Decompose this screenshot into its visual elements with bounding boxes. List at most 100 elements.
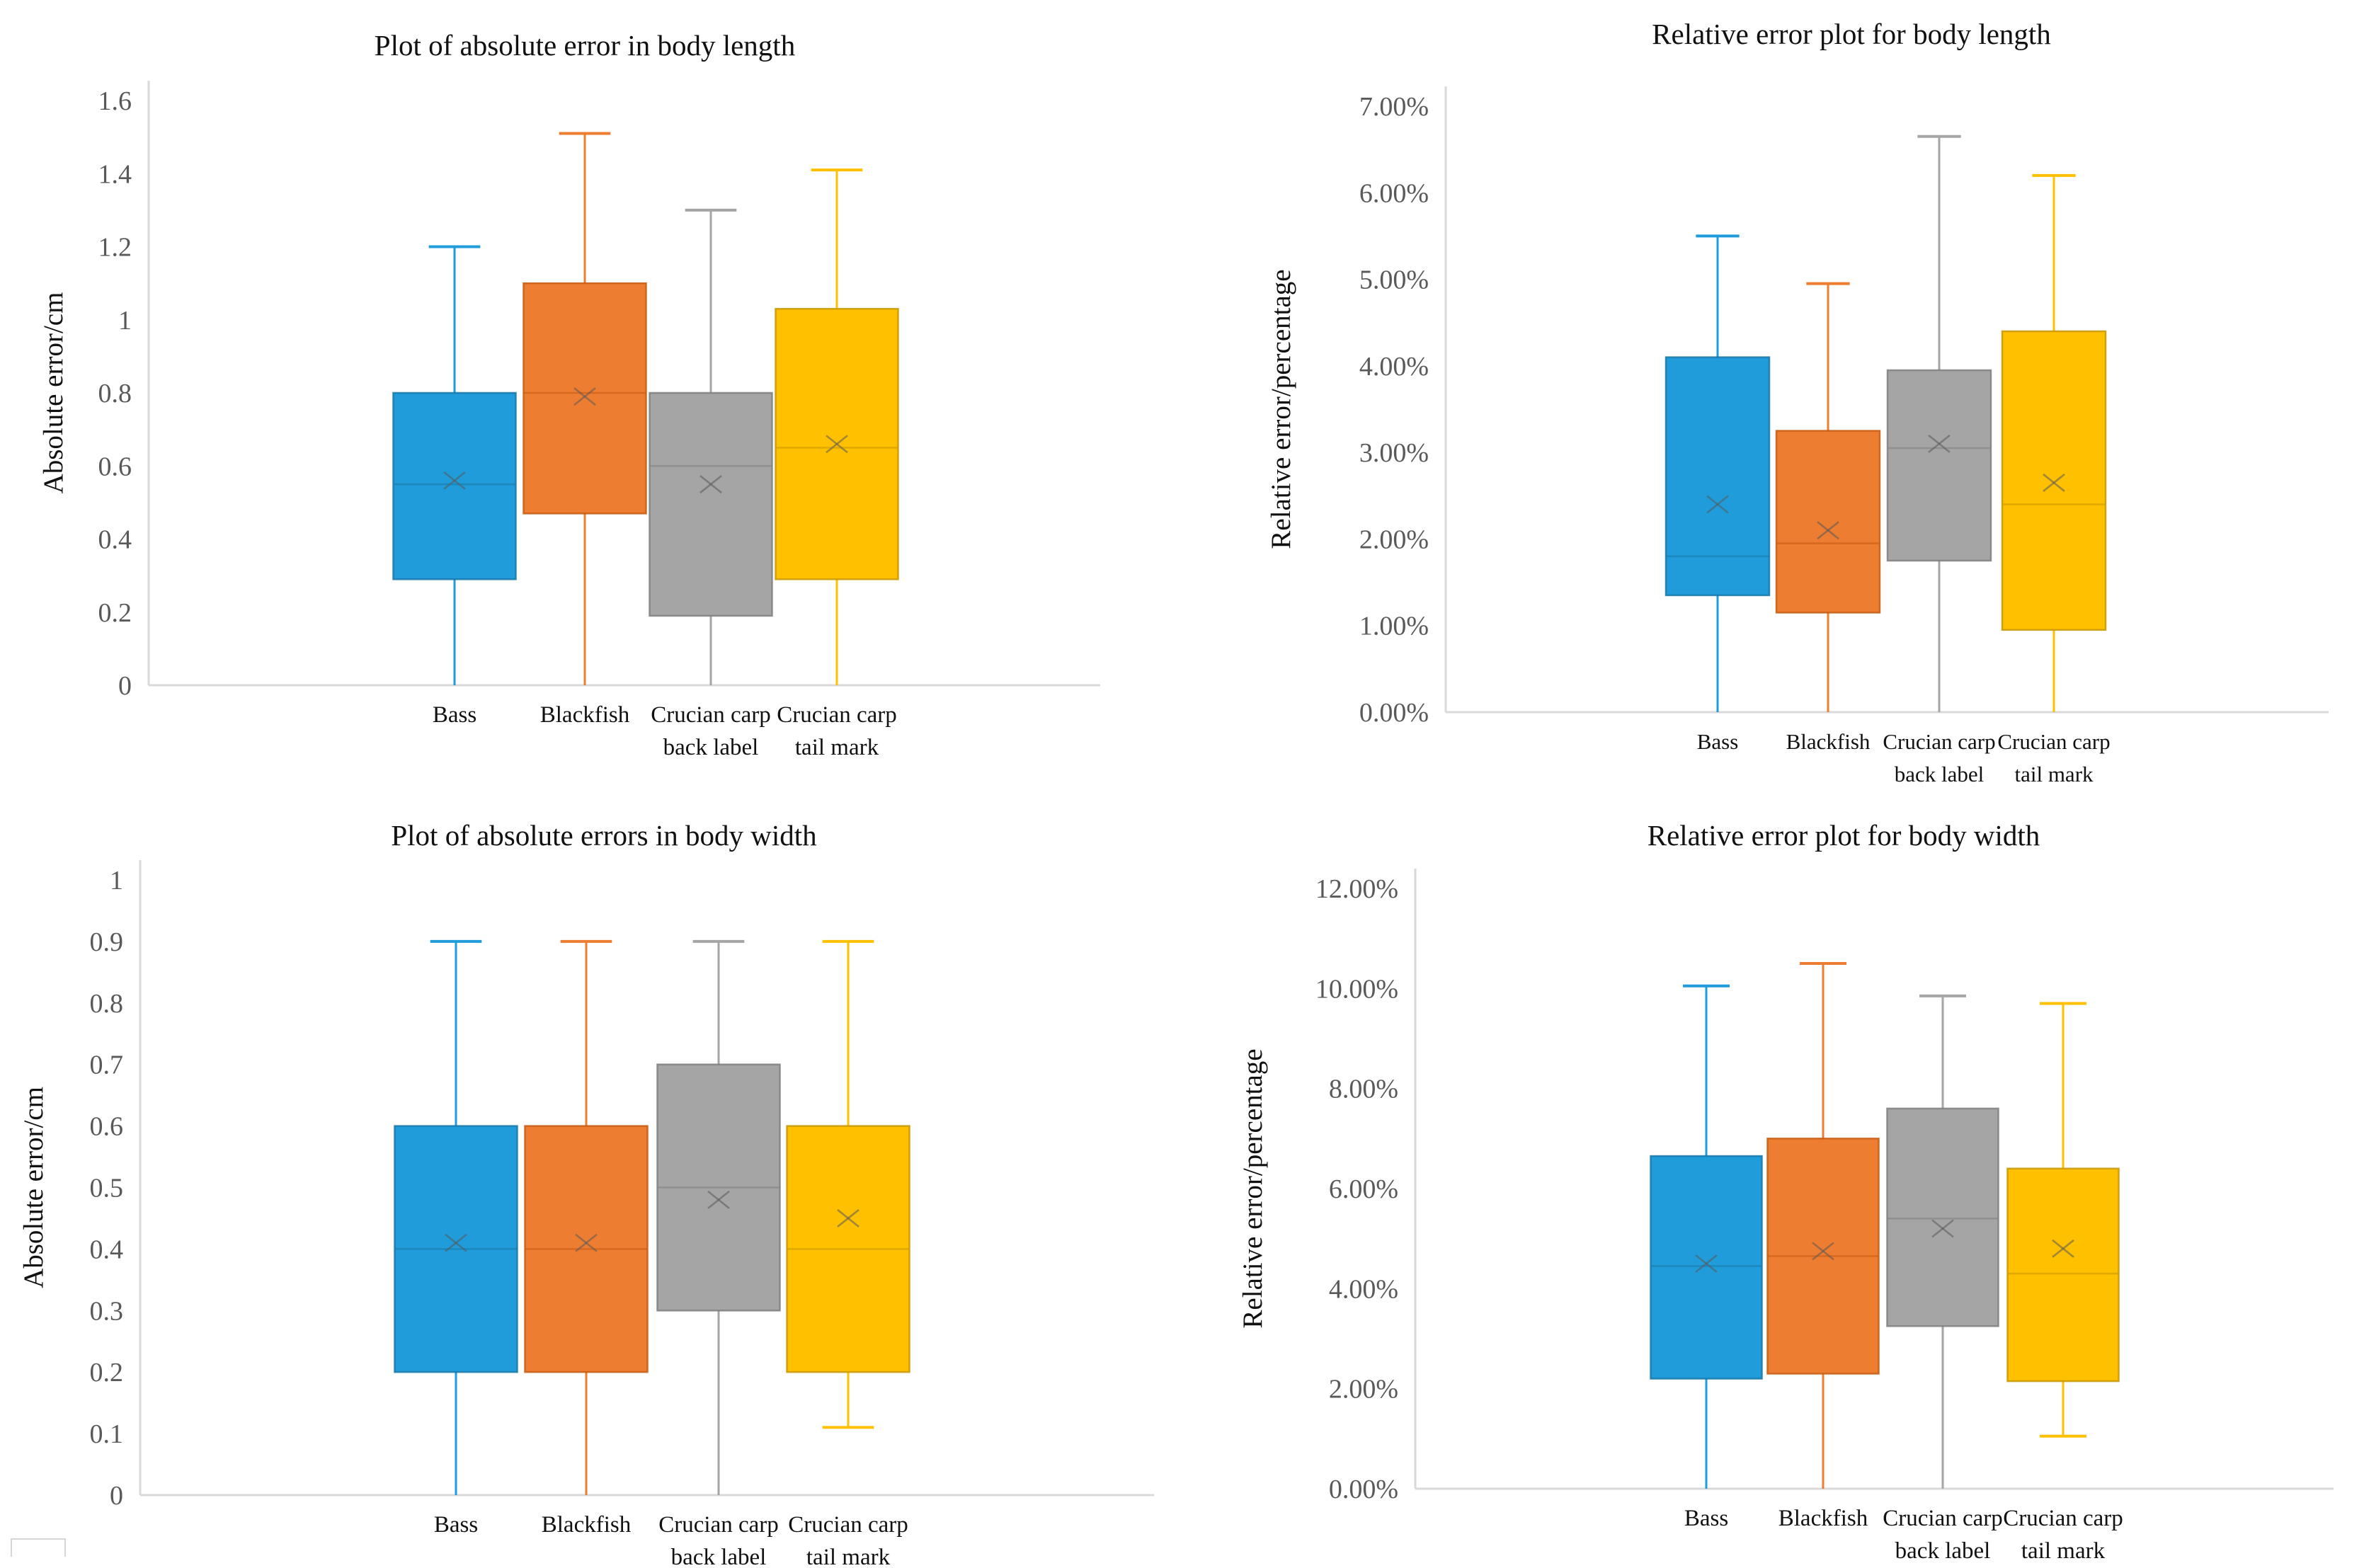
box-plot-crucian-carp-tail-mark <box>2006 1002 2120 1438</box>
y-tick-label: 1.00% <box>1359 612 1429 641</box>
chart-title: Plot of absolute errors in body width <box>391 819 816 852</box>
y-tick-label: 3.00% <box>1359 438 1429 468</box>
mean-marker <box>1695 1254 1718 1274</box>
x-category-label: Blackfish <box>542 1512 632 1538</box>
mean-marker <box>445 1233 467 1252</box>
x-category-label: Blackfish <box>1786 729 1871 754</box>
y-tick-label: 12.00% <box>1315 874 1398 904</box>
boxplot-svg: Relative error plot for body width Relati… <box>1238 819 2334 1564</box>
mean-marker-stroke <box>445 1233 467 1252</box>
x-category-label: back label <box>663 735 759 760</box>
box-plot-crucian-carp-back-label <box>649 208 773 685</box>
x-category-label: Crucian carp <box>651 702 771 728</box>
y-tick-label: 0.3 <box>90 1296 124 1326</box>
mean-marker <box>2052 1239 2074 1258</box>
y-tick-label: 0 <box>118 671 132 701</box>
chart-title: Plot of absolute error in body length <box>375 29 795 62</box>
chart-absolute-error-body-width: Plot of absolute errors in body width Abs… <box>0 784 1182 1568</box>
x-category-label: tail mark <box>795 735 879 760</box>
iqr-box <box>1886 1107 1999 1327</box>
y-tick-label: 0.00% <box>1329 1475 1398 1504</box>
box-plot-bass <box>1650 984 1763 1489</box>
iqr-box <box>2006 1167 2120 1383</box>
mean-marker-stroke <box>1817 521 1839 540</box>
x-category-label: back label <box>1895 1538 1991 1564</box>
mean-marker <box>700 475 722 494</box>
x-category-label: Crucian carp <box>777 702 897 728</box>
y-tick-label: 0.9 <box>90 927 124 957</box>
x-category-label: Crucian carp <box>1883 729 1995 754</box>
mean-marker-stroke <box>1706 495 1729 514</box>
x-category-label: Crucian carp <box>1997 729 2110 754</box>
iqr-box <box>392 391 517 580</box>
y-tick-label: 1 <box>118 306 132 336</box>
iqr-box <box>649 391 773 617</box>
x-category-label: tail mark <box>2021 1538 2106 1564</box>
x-category-label: tail mark <box>2014 762 2094 784</box>
y-tick-label: 4.00% <box>1359 352 1429 382</box>
x-category-label: back label <box>1895 762 1985 784</box>
box-plot-blackfish <box>1775 282 1881 712</box>
x-category-label: Bass <box>434 1512 478 1538</box>
stray-shape-artifact <box>11 1538 66 1557</box>
y-tick-label: 0.1 <box>90 1419 124 1449</box>
box-plot-crucian-carp-tail-mark <box>775 168 899 685</box>
mean-marker <box>837 1208 860 1227</box>
chart-absolute-error-body-length: Plot of absolute error in body length Abs… <box>0 0 1182 784</box>
y-tick-label: 8.00% <box>1329 1075 1398 1104</box>
mean-marker-stroke <box>826 435 848 454</box>
x-category-label: Crucian carp <box>788 1512 908 1538</box>
mean-marker-stroke <box>1812 1242 1834 1261</box>
box-plot-crucian-carp-tail-mark <box>2001 173 2107 712</box>
y-tick-label: 4.00% <box>1329 1274 1398 1304</box>
box-plot-crucian-carp-back-label <box>1886 135 1992 712</box>
mean-marker <box>1928 434 1951 453</box>
x-category-label: Crucian carp <box>2003 1506 2123 1531</box>
iqr-box <box>1775 430 1881 614</box>
y-tick-label: 6.00% <box>1329 1174 1398 1204</box>
mean-marker-stroke <box>2043 473 2065 492</box>
y-tick-label: 0.6 <box>90 1112 124 1142</box>
x-category-label: Blackfish <box>540 702 630 728</box>
box-plot-bass <box>394 939 518 1495</box>
y-tick-label: 0.8 <box>90 989 124 1019</box>
x-category-label: back label <box>671 1545 767 1568</box>
y-tick-label: 10.00% <box>1315 974 1398 1004</box>
y-tick-label: 5.00% <box>1359 265 1429 295</box>
y-tick-label: 0.4 <box>90 1235 124 1264</box>
iqr-box <box>1886 369 1992 562</box>
boxplot-svg: Plot of absolute error in body length Abs… <box>38 29 1100 760</box>
mean-marker-stroke <box>700 475 722 494</box>
iqr-box <box>1650 1155 1763 1380</box>
x-category-label: Bass <box>1684 1506 1728 1531</box>
x-category-label: tail mark <box>806 1545 891 1568</box>
y-tick-label: 0.8 <box>98 379 132 408</box>
y-tick-label: 7.00% <box>1359 92 1429 122</box>
box-plot-crucian-carp-tail-mark <box>786 939 910 1429</box>
boxplot-svg: Relative error plot for body length Relat… <box>1266 18 2329 784</box>
mean-marker-stroke <box>443 471 466 490</box>
mean-marker <box>707 1190 730 1209</box>
box-plot-crucian-carp-back-label <box>656 939 781 1495</box>
mean-marker <box>573 387 596 406</box>
mean-marker-stroke <box>573 387 596 406</box>
box-plot-bass <box>1664 234 1771 712</box>
y-tick-label: 1.6 <box>98 86 132 116</box>
mean-marker-stroke <box>575 1233 598 1252</box>
box-plot-blackfish <box>523 132 647 685</box>
y-tick-label: 0.2 <box>90 1358 124 1387</box>
mean-marker <box>826 435 848 454</box>
y-tick-label: 0.00% <box>1359 698 1429 728</box>
y-axis-title: Absolute error/cm <box>18 1087 49 1288</box>
iqr-box <box>1664 356 1771 597</box>
y-tick-label: 1.4 <box>98 159 132 189</box>
y-axis-title: Relative error/percentage <box>1238 1048 1268 1328</box>
y-tick-label: 0.5 <box>90 1174 124 1203</box>
y-tick-label: 0.6 <box>98 452 132 481</box>
x-category-label: Crucian carp <box>1883 1506 2003 1531</box>
y-tick-label: 1.2 <box>98 233 132 263</box>
mean-marker <box>1706 495 1729 514</box>
boxplot-svg: Plot of absolute errors in body width Abs… <box>18 819 1154 1568</box>
x-category-label: Blackfish <box>1778 1506 1868 1531</box>
